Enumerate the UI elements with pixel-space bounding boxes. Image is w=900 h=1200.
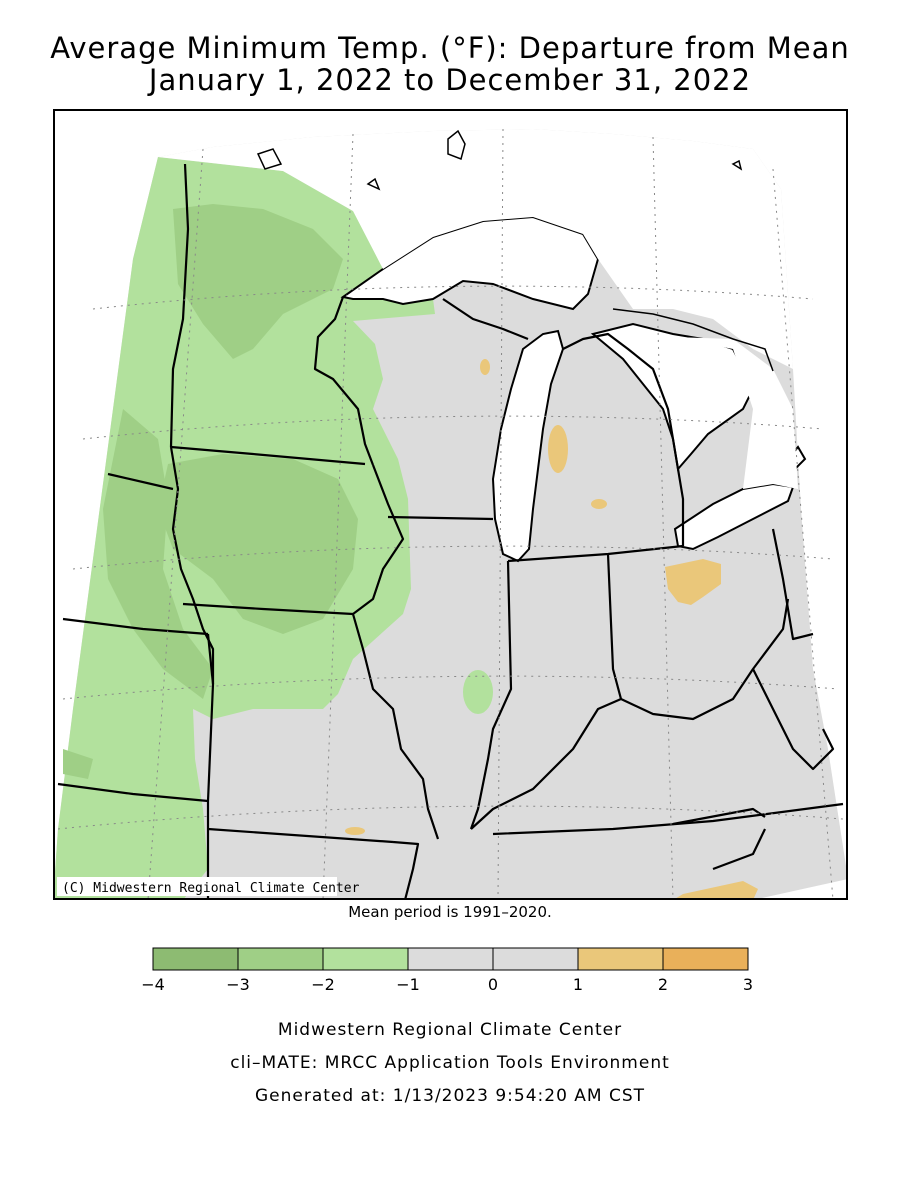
lake-erie — [673, 482, 795, 551]
legend-tick-label: 1 — [573, 975, 583, 994]
orange-spot-wisconsin — [480, 359, 490, 375]
canada-area — [158, 129, 793, 369]
legend-boxes — [152, 947, 749, 971]
legend-tick-label: 3 — [743, 975, 753, 994]
legend-box-2 — [322, 947, 409, 971]
canada-coastline — [256, 129, 774, 372]
map-frame — [53, 109, 848, 900]
legend-box-4 — [492, 947, 579, 971]
legend-box-5 — [577, 947, 664, 971]
legend-tick-label: −1 — [396, 975, 420, 994]
orange-region-ohio — [665, 559, 721, 605]
legend-tick-label: 0 — [488, 975, 498, 994]
legend-tick-label: −2 — [311, 975, 335, 994]
footer-organization: Midwestern Regional Climate Center — [277, 1020, 623, 1040]
legend-tick-label: −3 — [226, 975, 250, 994]
green-mid-region-north — [173, 204, 343, 359]
legend-box-1 — [237, 947, 324, 971]
graticule — [57, 128, 844, 900]
orange-spot-missouri — [345, 827, 365, 835]
ontario-peninsula — [673, 337, 798, 489]
legend-ticks: −4 −3 −2 −1 0 1 2 3 — [141, 975, 753, 994]
orange-spot-michigan-small — [591, 499, 607, 509]
color-legend: −4 −3 −2 −1 0 1 2 3 — [141, 947, 753, 994]
legend-tick-label: −4 — [141, 975, 165, 994]
map-title: Average Minimum Temp. (°F): Departure fr… — [50, 31, 850, 65]
green-light-spot-indiana — [463, 670, 493, 714]
mean-period-note: Mean period is 1991–2020. — [348, 903, 552, 921]
legend-box-0 — [152, 947, 239, 971]
green-mid-region-south — [63, 749, 93, 779]
legend-box-6 — [662, 947, 749, 971]
green-light-spot-kansas — [249, 636, 273, 672]
departure-map: (C) Midwestern Regional Climate Center — [53, 109, 848, 900]
lake-huron — [590, 322, 755, 472]
lake-michigan — [491, 329, 565, 563]
legend-box-3 — [407, 947, 494, 971]
orange-spot-michigan — [548, 425, 568, 473]
copyright-box — [57, 877, 337, 896]
map-subtitle: January 1, 2022 to December 31, 2022 — [148, 63, 752, 97]
legend-tick-label: 2 — [658, 975, 668, 994]
green-mid-region-west — [103, 409, 213, 699]
state-boundaries — [57, 163, 844, 900]
orange-region-kentucky — [673, 881, 758, 900]
green-mid-region-iowa — [158, 454, 358, 634]
copyright-text: (C) Midwestern Regional Climate Center — [62, 881, 360, 896]
footer-tool: cli–MATE: MRCC Application Tools Environ… — [230, 1053, 670, 1073]
footer-generated: Generated at: 1/13/2023 9:54:20 AM CST — [254, 1086, 646, 1106]
